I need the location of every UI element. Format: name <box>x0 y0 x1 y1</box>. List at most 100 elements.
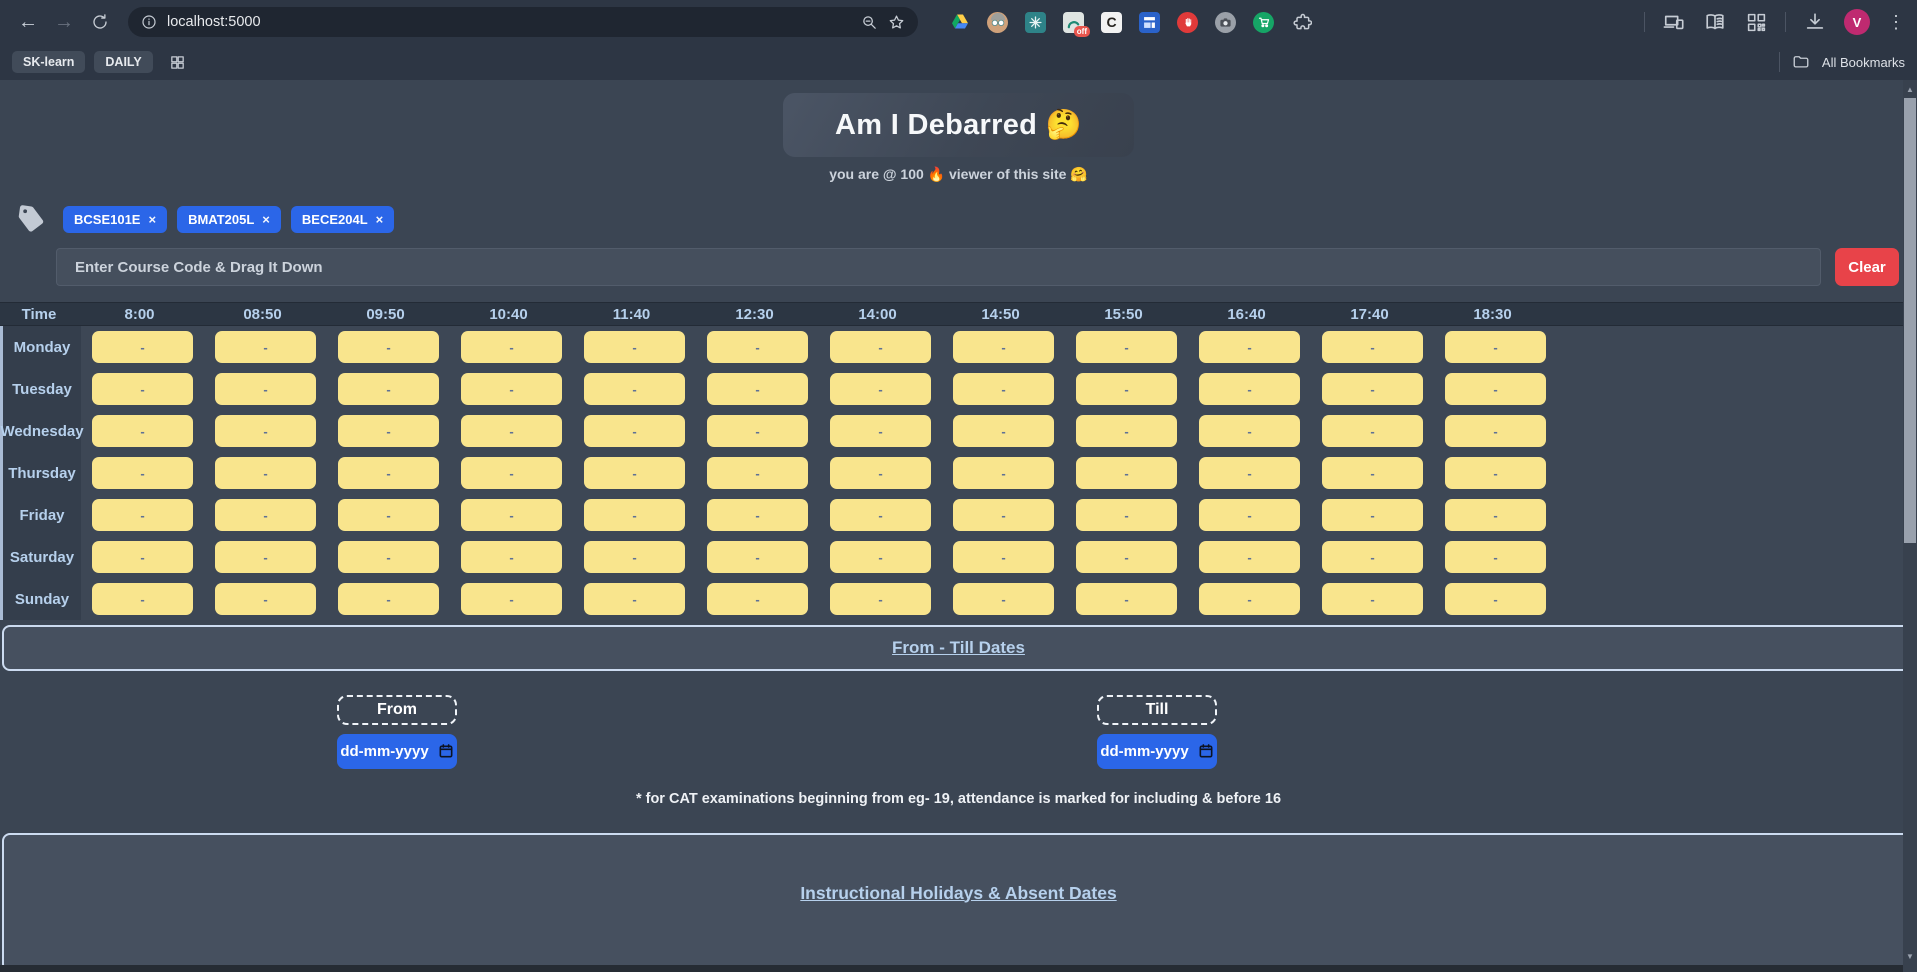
reload-icon[interactable] <box>84 6 116 38</box>
slot-button[interactable]: - <box>1199 541 1300 573</box>
slot-button[interactable]: - <box>1199 457 1300 489</box>
course-chip[interactable]: BCSE101E × <box>63 205 168 233</box>
slot-button[interactable]: - <box>1322 583 1423 615</box>
remove-chip-icon[interactable]: × <box>375 211 384 227</box>
zoom-icon[interactable] <box>861 14 878 31</box>
slot-button[interactable]: - <box>584 415 685 447</box>
slot-button[interactable]: - <box>461 457 562 489</box>
slot-button[interactable]: - <box>707 415 808 447</box>
slot-button[interactable]: - <box>1445 499 1546 531</box>
off-badge-extension-icon[interactable]: off <box>1062 11 1090 37</box>
slot-button[interactable]: - <box>1445 583 1546 615</box>
scrollbar-thumb[interactable] <box>1904 98 1916 543</box>
course-chip[interactable]: BMAT205L × <box>177 205 281 233</box>
slot-button[interactable]: - <box>1445 331 1546 363</box>
clear-button[interactable]: Clear <box>1835 248 1899 286</box>
drive-extension-icon[interactable] <box>948 11 971 34</box>
stop-hand-extension-icon[interactable] <box>1176 11 1199 34</box>
back-icon[interactable]: ← <box>18 10 38 33</box>
slot-button[interactable]: - <box>215 457 316 489</box>
slot-button[interactable]: - <box>584 331 685 363</box>
devices-icon[interactable] <box>1662 10 1686 34</box>
slot-button[interactable]: - <box>338 457 439 489</box>
slot-button[interactable]: - <box>92 499 193 531</box>
remove-chip-icon[interactable]: × <box>262 211 270 227</box>
till-label-box[interactable]: Till <box>1097 694 1217 725</box>
slot-button[interactable]: - <box>338 583 439 615</box>
slot-button[interactable]: - <box>707 541 808 573</box>
slot-button[interactable]: - <box>1445 541 1546 573</box>
slot-button[interactable]: - <box>953 541 1054 573</box>
address-bar[interactable]: localhost:5000 <box>128 7 918 37</box>
course-chip[interactable]: BECE204L × <box>290 205 395 233</box>
slot-button[interactable]: - <box>92 373 193 405</box>
slot-button[interactable]: - <box>707 331 808 363</box>
slot-button[interactable]: - <box>338 415 439 447</box>
slot-button[interactable]: - <box>953 499 1054 531</box>
slot-button[interactable]: - <box>1445 373 1546 405</box>
slot-button[interactable]: - <box>461 583 562 615</box>
slot-button[interactable]: - <box>1076 415 1177 447</box>
glasses-face-extension-icon[interactable] <box>986 11 1009 34</box>
slot-button[interactable]: - <box>830 499 931 531</box>
slot-button[interactable]: - <box>584 583 685 615</box>
slot-button[interactable]: - <box>461 415 562 447</box>
slot-button[interactable]: - <box>92 541 193 573</box>
slot-button[interactable]: - <box>953 331 1054 363</box>
slot-button[interactable]: - <box>830 583 931 615</box>
slot-button[interactable]: - <box>707 499 808 531</box>
forward-icon[interactable]: → <box>54 10 74 33</box>
slot-button[interactable]: - <box>215 499 316 531</box>
site-info-icon[interactable] <box>141 14 157 30</box>
bookmark-sk-learn[interactable]: SK-learn <box>12 51 86 73</box>
slot-button[interactable]: - <box>215 373 316 405</box>
all-bookmarks-label[interactable]: All Bookmarks <box>1821 54 1905 70</box>
scroll-up-arrow[interactable]: ▲ <box>1906 84 1914 94</box>
slot-button[interactable]: - <box>92 457 193 489</box>
slot-button[interactable]: - <box>215 331 316 363</box>
slot-button[interactable]: - <box>1445 415 1546 447</box>
slot-button[interactable]: - <box>1322 499 1423 531</box>
apps-grid-icon[interactable] <box>166 50 190 74</box>
slot-button[interactable]: - <box>215 415 316 447</box>
course-code-input[interactable] <box>56 248 1821 286</box>
slot-button[interactable]: - <box>584 541 685 573</box>
slot-button[interactable]: - <box>953 415 1054 447</box>
remove-chip-icon[interactable]: × <box>148 211 157 227</box>
camera-extension-icon[interactable] <box>1214 11 1237 34</box>
slot-button[interactable]: - <box>92 331 193 363</box>
slot-button[interactable]: - <box>92 583 193 615</box>
slot-button[interactable]: - <box>584 499 685 531</box>
slot-button[interactable]: - <box>1445 457 1546 489</box>
from-date-input[interactable]: dd-mm-yyyy <box>337 733 457 769</box>
slot-button[interactable]: - <box>830 331 931 363</box>
from-label-box[interactable]: From <box>337 694 457 725</box>
slot-button[interactable]: - <box>830 415 931 447</box>
slot-button[interactable]: - <box>461 373 562 405</box>
slot-button[interactable]: - <box>953 583 1054 615</box>
slot-button[interactable]: - <box>1076 541 1177 573</box>
holidays-heading[interactable]: Instructional Holidays & Absent Dates <box>800 882 1117 903</box>
slot-button[interactable]: - <box>1199 499 1300 531</box>
slot-button[interactable]: - <box>830 541 931 573</box>
slot-button[interactable]: - <box>953 373 1054 405</box>
slot-button[interactable]: - <box>584 457 685 489</box>
slot-button[interactable]: - <box>461 541 562 573</box>
slot-button[interactable]: - <box>1322 373 1423 405</box>
slot-button[interactable]: - <box>707 373 808 405</box>
bookmark-daily[interactable]: DAILY <box>94 51 153 73</box>
slot-button[interactable]: - <box>584 373 685 405</box>
slot-button[interactable]: - <box>338 541 439 573</box>
slot-button[interactable]: - <box>338 499 439 531</box>
teal-grid-extension-icon[interactable] <box>1024 11 1047 34</box>
download-icon[interactable] <box>1803 10 1827 34</box>
scroll-down-arrow[interactable]: ▼ <box>1906 951 1914 961</box>
slot-button[interactable]: - <box>707 457 808 489</box>
slot-button[interactable]: - <box>215 583 316 615</box>
slot-button[interactable]: - <box>1076 457 1177 489</box>
till-date-input[interactable]: dd-mm-yyyy <box>1097 733 1217 769</box>
url-text[interactable]: localhost:5000 <box>167 14 261 30</box>
from-till-heading[interactable]: From - Till Dates <box>892 637 1025 657</box>
slot-button[interactable]: - <box>461 331 562 363</box>
slot-button[interactable]: - <box>1199 373 1300 405</box>
